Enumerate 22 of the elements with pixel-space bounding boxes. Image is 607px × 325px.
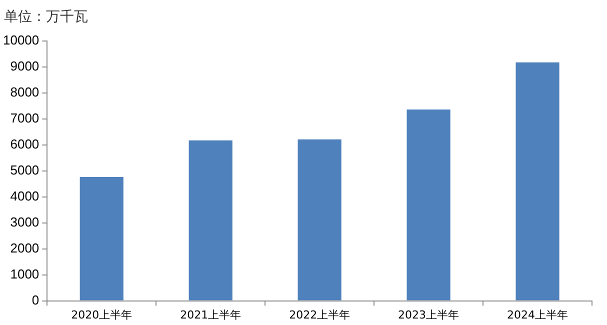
bar	[406, 109, 450, 300]
x-tick-label: 2021上半年	[180, 308, 242, 322]
y-tick-label: 0	[32, 292, 40, 308]
y-tick-label: 1000	[10, 266, 40, 282]
y-tick-label: 3000	[10, 214, 40, 230]
x-tick-label: 2020上半年	[71, 308, 132, 322]
y-tick-label: 8000	[10, 84, 40, 100]
bar	[516, 62, 560, 300]
bar	[80, 177, 124, 300]
y-tick-label: 4000	[10, 188, 40, 204]
x-tick-label: 2022上半年	[289, 308, 350, 322]
y-tick-label: 10000	[2, 32, 40, 48]
y-tick-label: 5000	[10, 162, 40, 178]
bar	[298, 139, 342, 300]
y-tick-label: 6000	[10, 136, 40, 152]
x-tick-label: 2024上半年	[507, 308, 568, 322]
y-tick-label: 9000	[10, 58, 40, 74]
y-axis-title: 单位：万千瓦	[4, 8, 88, 26]
bar	[188, 140, 232, 300]
y-tick-label: 7000	[10, 110, 40, 126]
x-tick-label: 2023上半年	[398, 308, 460, 322]
y-tick-label: 2000	[10, 240, 40, 256]
